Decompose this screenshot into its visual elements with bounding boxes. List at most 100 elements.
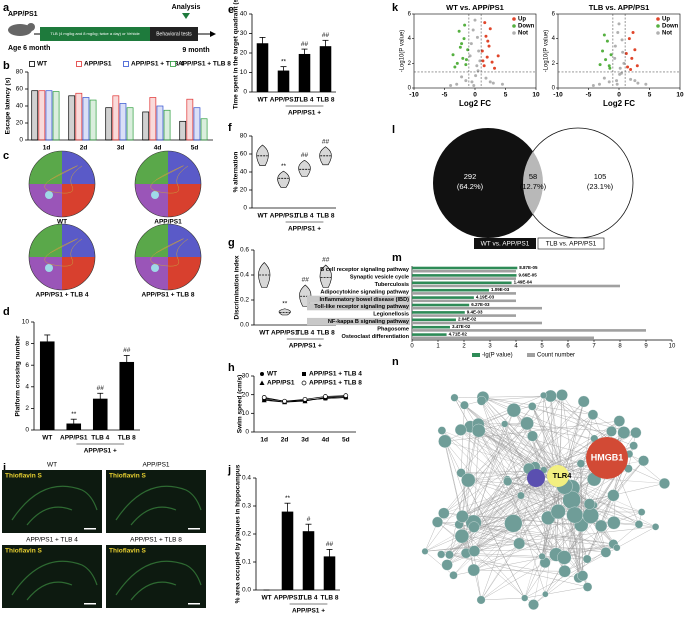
violin bbox=[277, 170, 290, 188]
y-tick-label: 40 bbox=[16, 103, 24, 110]
chart-title: TLB vs. APP/PS1 bbox=[589, 3, 650, 12]
network-edge bbox=[462, 475, 561, 517]
network-node bbox=[550, 504, 566, 520]
point bbox=[644, 82, 648, 86]
x-tick-label: 1d bbox=[260, 437, 268, 444]
point bbox=[473, 18, 477, 22]
maze-quadrant bbox=[62, 224, 95, 257]
network-node bbox=[583, 498, 596, 510]
panel-label: a bbox=[3, 2, 10, 14]
network-node bbox=[421, 547, 429, 555]
significance-label: ** bbox=[285, 495, 291, 502]
point bbox=[615, 82, 619, 86]
y-tick-label: 20 bbox=[242, 391, 250, 398]
network-edge bbox=[481, 400, 561, 477]
point bbox=[484, 34, 488, 38]
highlight-box bbox=[307, 295, 410, 303]
x-tick-label: TLB 8 bbox=[316, 213, 334, 220]
network-edge bbox=[524, 526, 656, 599]
maze-label: APP/PS1 bbox=[154, 219, 182, 226]
network-node bbox=[450, 393, 459, 402]
point bbox=[619, 71, 623, 75]
y-tick-label: 6 bbox=[25, 362, 29, 369]
y-tick-label: 2 bbox=[552, 61, 556, 67]
category-label: Legionellosis bbox=[373, 312, 409, 318]
bar bbox=[142, 111, 150, 141]
venn-percent: (23.1%) bbox=[587, 182, 614, 191]
x-tick-label: TLB 8 bbox=[118, 435, 136, 442]
bar bbox=[38, 90, 46, 141]
y-tick-label: 0 bbox=[243, 89, 247, 96]
point bbox=[605, 39, 609, 43]
point bbox=[633, 48, 637, 52]
venn-left bbox=[433, 128, 543, 238]
x-tick-label: WT bbox=[257, 97, 267, 104]
point bbox=[598, 63, 602, 67]
legend-marker bbox=[512, 31, 516, 35]
network-node bbox=[634, 520, 644, 529]
bar bbox=[412, 314, 516, 317]
point bbox=[470, 80, 474, 84]
network-node bbox=[504, 514, 523, 533]
histology-label: APP/PS1 bbox=[142, 462, 169, 469]
point bbox=[475, 64, 479, 68]
point bbox=[613, 44, 617, 48]
scale-bar bbox=[84, 528, 96, 530]
maze-quadrant bbox=[29, 224, 62, 257]
p-value-label: 1.49E-04 bbox=[514, 280, 533, 285]
point bbox=[455, 82, 459, 86]
y-tick-label: 10 bbox=[242, 410, 250, 417]
point bbox=[636, 81, 640, 85]
p-value-label: 4.19E-03 bbox=[476, 294, 495, 299]
maze-label: WT bbox=[57, 219, 67, 226]
network-edge bbox=[559, 414, 594, 477]
legend-marker bbox=[170, 61, 176, 67]
point bbox=[484, 76, 488, 80]
point bbox=[343, 393, 349, 398]
x-tick-label: 2d bbox=[281, 437, 289, 444]
maze-label: APP/PS1 + TLB 4 bbox=[36, 292, 89, 299]
y-tick-label: 10 bbox=[22, 319, 30, 326]
bar bbox=[105, 107, 113, 141]
bar bbox=[412, 288, 489, 292]
treatment-label: TLB (4 mg/kg and 8 mg/kg; twice a day) o… bbox=[50, 31, 140, 36]
point bbox=[602, 33, 606, 37]
bar bbox=[163, 109, 171, 141]
y-axis-label: % area occupied by plaques in hippocampu… bbox=[235, 464, 242, 603]
point bbox=[469, 42, 473, 46]
point bbox=[487, 44, 491, 48]
network-node bbox=[454, 424, 467, 436]
bar bbox=[412, 284, 620, 288]
network-edge bbox=[473, 524, 582, 571]
network-node bbox=[438, 434, 452, 449]
x-tick-label: APP/PS1 bbox=[271, 330, 299, 337]
point bbox=[624, 51, 628, 55]
panel-label: d bbox=[3, 306, 10, 318]
point bbox=[604, 58, 608, 62]
y-tick-label: 20 bbox=[240, 50, 248, 57]
x-axis-label: Log2 FC bbox=[459, 99, 491, 108]
y-tick-label: 2 bbox=[408, 61, 412, 67]
network-node bbox=[506, 403, 521, 418]
network-edge bbox=[545, 522, 614, 595]
network-edge bbox=[578, 524, 582, 578]
network-edge bbox=[507, 481, 572, 501]
network-edge bbox=[480, 515, 591, 601]
legend-label: Count number bbox=[537, 353, 575, 359]
network-edge bbox=[480, 543, 520, 601]
legend-label: Not bbox=[662, 31, 672, 37]
point bbox=[460, 75, 464, 79]
point bbox=[626, 65, 630, 69]
point bbox=[462, 37, 466, 41]
network-edge bbox=[474, 394, 563, 552]
network-edge bbox=[441, 523, 514, 555]
bar bbox=[126, 107, 134, 141]
x-tick-label: TLB 8 bbox=[317, 330, 335, 337]
network-node bbox=[577, 395, 590, 408]
x-tick-label: APP/PS1 bbox=[270, 97, 298, 104]
y-tick-label: 0.2 bbox=[242, 531, 251, 538]
network-node bbox=[582, 582, 593, 592]
legend-label: Down bbox=[518, 24, 535, 30]
y-tick-label: 4 bbox=[408, 36, 412, 42]
